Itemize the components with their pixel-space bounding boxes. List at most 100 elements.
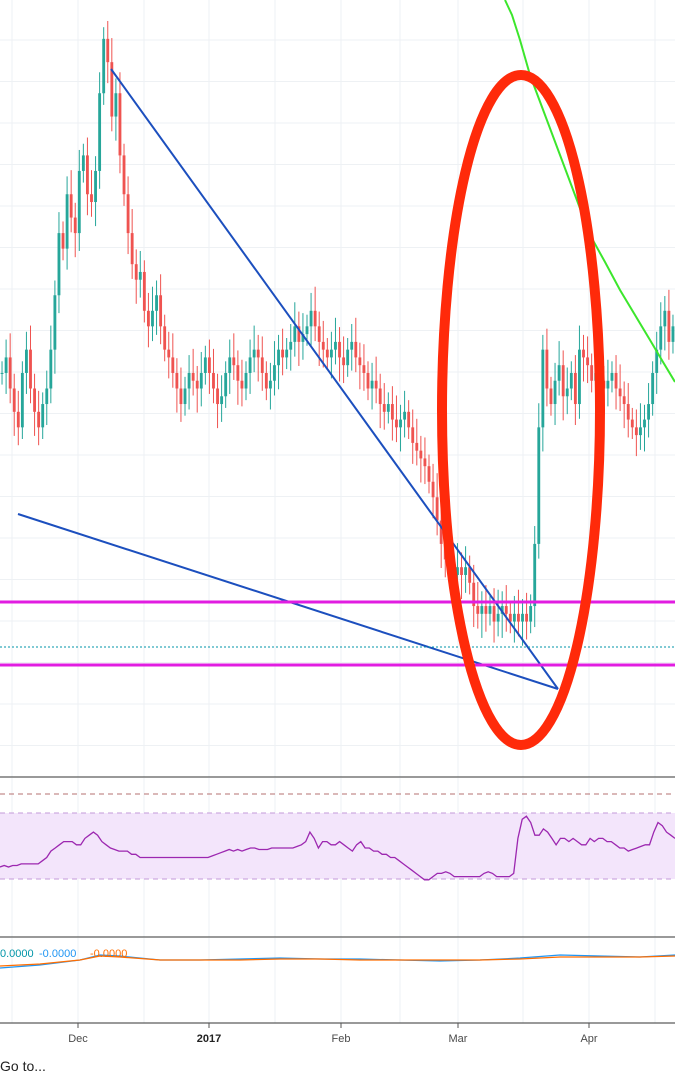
- macd-pane[interactable]: 0.0000 -0.0000 -0.0000: [0, 938, 675, 1023]
- macd-value-label: -0.0000: [39, 948, 76, 960]
- candle-body: [590, 365, 594, 381]
- candle-body: [634, 427, 638, 436]
- candle-body: [492, 606, 496, 622]
- candle-body: [395, 419, 398, 428]
- candle-body: [321, 341, 325, 350]
- candle-body: [256, 349, 260, 358]
- macd-signal-line: [0, 955, 675, 967]
- candle-body: [569, 372, 573, 389]
- candle-body: [155, 295, 158, 311]
- candle-body: [16, 411, 20, 428]
- candle-body: [65, 194, 69, 249]
- candle-body: [606, 380, 610, 389]
- candle-body: [232, 357, 236, 366]
- candle-body: [207, 357, 211, 373]
- price-pane[interactable]: [0, 0, 675, 777]
- candle-body: [49, 349, 53, 389]
- candle-body: [293, 326, 297, 342]
- candle-body: [561, 365, 565, 397]
- candle-body: [614, 372, 618, 389]
- candle-body: [659, 326, 663, 350]
- x-axis[interactable]: Dec 2017 Feb Mar Apr: [68, 1023, 598, 1045]
- candle-body: [12, 388, 16, 412]
- candle-body: [411, 427, 415, 443]
- candle-body: [529, 606, 533, 622]
- macd-value-label: 0.0000: [0, 948, 34, 960]
- candle-body: [277, 349, 280, 366]
- candle-body: [163, 326, 167, 350]
- candle-body: [525, 613, 529, 622]
- candle-body: [252, 349, 256, 358]
- candle-body: [0, 372, 4, 374]
- rsi-pane[interactable]: [0, 778, 675, 937]
- candle-body: [57, 233, 61, 296]
- candle-body: [468, 567, 472, 583]
- candle-body: [126, 194, 130, 234]
- candle-body: [134, 264, 138, 280]
- candle-body: [203, 357, 207, 373]
- candle-body: [419, 450, 423, 459]
- macd-grid: [11, 938, 656, 1023]
- candle-body: [273, 365, 276, 381]
- candle-body: [618, 388, 622, 397]
- candle-body: [456, 567, 459, 575]
- candle-body: [460, 567, 463, 575]
- candle-body: [309, 310, 313, 327]
- candle-body: [8, 357, 12, 389]
- candle-body: [146, 310, 150, 327]
- candle-body: [407, 411, 411, 428]
- falling-wedge-upper-trendline[interactable]: [110, 68, 559, 690]
- candle-body: [557, 365, 561, 381]
- candle-body: [573, 372, 577, 405]
- candle-body: [504, 606, 508, 614]
- candle-body: [350, 341, 354, 350]
- candle-body: [216, 388, 219, 405]
- candle-body: [37, 411, 41, 428]
- candle-body: [671, 326, 675, 342]
- candle-body: [439, 520, 443, 544]
- candle-body: [86, 155, 89, 195]
- candle-body: [427, 466, 431, 482]
- candle-body: [138, 271, 142, 280]
- candle-body: [317, 326, 321, 342]
- candle-body: [382, 404, 386, 412]
- candle-body: [53, 295, 57, 350]
- candle-body: [663, 310, 667, 327]
- candle-body: [329, 349, 333, 358]
- candle-body: [362, 365, 366, 373]
- candle-body: [586, 357, 589, 366]
- candle-body: [651, 372, 655, 405]
- candle-body: [305, 326, 309, 335]
- candle-body: [199, 372, 203, 389]
- x-tick-label: Mar: [449, 1033, 468, 1045]
- candle-body: [374, 380, 378, 389]
- candle-body: [549, 388, 553, 405]
- candle-body: [533, 543, 537, 607]
- candle-body: [289, 341, 293, 350]
- candle-body: [142, 271, 146, 311]
- candle-body: [521, 613, 524, 622]
- candle-body: [545, 349, 549, 389]
- candle-body: [281, 349, 285, 358]
- x-tick-label: Apr: [580, 1033, 597, 1045]
- candle-body: [512, 613, 516, 622]
- candle-body: [248, 357, 252, 373]
- candle-body: [610, 372, 614, 381]
- candle-body: [29, 349, 32, 389]
- candle-body: [626, 404, 630, 420]
- candles: [0, 20, 675, 646]
- goto-date-button[interactable]: Go to...: [0, 1058, 46, 1074]
- candle-body: [378, 388, 382, 405]
- candle-body: [464, 567, 468, 575]
- candle-body: [122, 155, 126, 195]
- x-tick-label: Dec: [68, 1033, 88, 1045]
- x-tick-label: Feb: [332, 1033, 351, 1045]
- candle-body: [643, 419, 646, 428]
- candle-body: [517, 613, 520, 622]
- candle-body: [260, 357, 264, 373]
- candle-body: [114, 93, 118, 117]
- candle-body: [220, 396, 224, 405]
- candle-body: [81, 155, 85, 171]
- candle-body: [508, 613, 512, 622]
